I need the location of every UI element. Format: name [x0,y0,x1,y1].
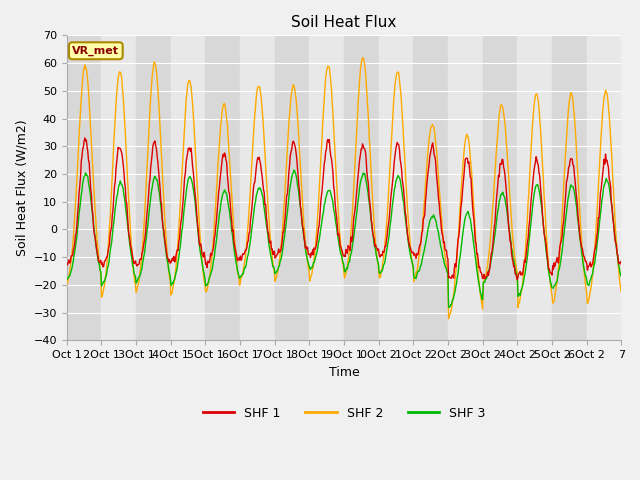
Bar [379,36,413,340]
Bar [310,36,344,340]
Bar [240,36,275,340]
Bar [205,36,240,340]
Bar [552,36,587,340]
Text: VR_met: VR_met [72,46,119,56]
Bar [275,36,310,340]
Title: Soil Heat Flux: Soil Heat Flux [291,15,397,30]
Bar [344,36,379,340]
Bar [67,36,102,340]
Bar [102,36,136,340]
Bar [413,36,448,340]
Bar [517,36,552,340]
Bar [587,36,621,340]
Bar [448,36,483,340]
X-axis label: Time: Time [329,366,360,379]
Y-axis label: Soil Heat Flux (W/m2): Soil Heat Flux (W/m2) [15,120,28,256]
Bar [483,36,517,340]
Bar [136,36,171,340]
Legend: SHF 1, SHF 2, SHF 3: SHF 1, SHF 2, SHF 3 [198,402,490,425]
Bar [171,36,205,340]
